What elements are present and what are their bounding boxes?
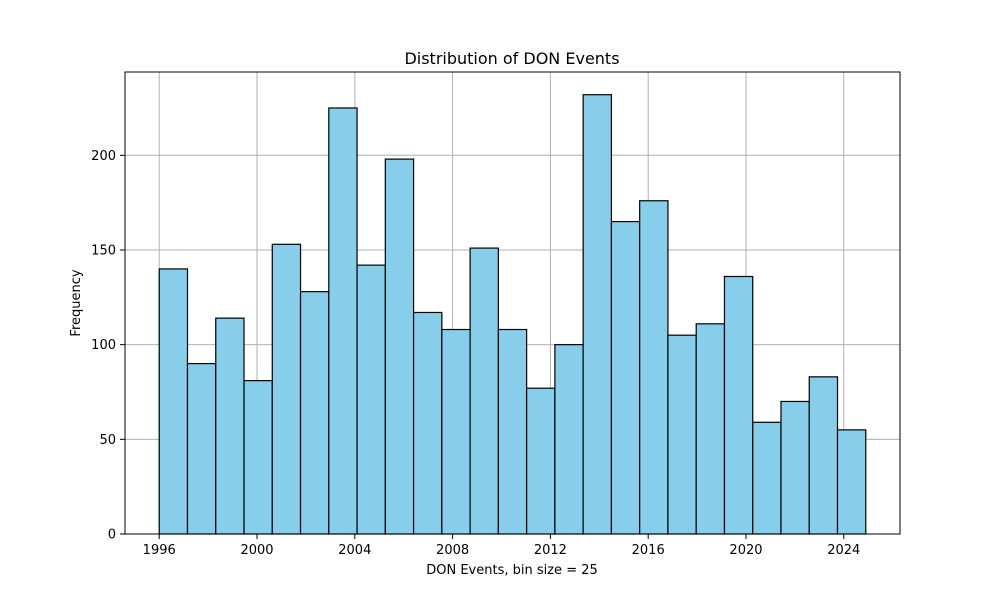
x-axis-label: DON Events, bin size = 25 [426,563,598,578]
y-axis-label: Frequency [69,269,84,336]
histogram-bar [695,323,726,535]
histogram-bar [780,400,810,535]
histogram-bar [186,362,217,535]
histogram-bar [836,429,867,535]
x-tick-label: 2024 [827,543,860,558]
x-tick-label: 2016 [632,543,665,558]
y-axis-ticks: 0 50 100 150 200 [91,149,125,543]
x-tick-label: 2012 [534,543,567,558]
y-tick-label: 200 [91,149,116,164]
x-tick-label: 2008 [436,543,469,558]
plot-frame [124,71,901,535]
y-tick-label: 100 [91,338,116,353]
x-tick-label: 1996 [143,543,176,558]
histogram-bar [356,264,386,535]
y-tick-label: 0 [108,528,116,543]
histogram-bar [808,376,839,535]
histogram-bar [271,243,302,535]
histogram-bar [412,311,443,535]
x-tick-label: 2004 [338,543,371,558]
histogram-bar [554,344,584,535]
histogram-bar [384,158,415,535]
histogram-bar [582,94,613,535]
chart-title: Distribution of DON Events [404,49,619,68]
histogram-bar [526,387,556,535]
y-tick-label: 50 [99,433,116,448]
histogram-bar [752,421,782,535]
histogram-bar [723,275,754,535]
histogram-bar [328,107,358,535]
histogram-bar [667,334,697,535]
histogram-bar [158,268,189,535]
histogram-bar [469,247,499,535]
histogram-bar [610,220,641,535]
bars [158,94,867,535]
x-tick-label: 2000 [240,543,273,558]
histogram-bar [441,328,471,535]
histogram-bar [497,328,528,535]
y-tick-label: 150 [91,243,116,258]
histogram-bar [215,317,245,535]
histogram-bar [299,291,330,535]
histogram-bar [243,380,273,535]
x-tick-label: 2020 [729,543,762,558]
histogram-bar [639,200,669,535]
x-axis-ticks: 1996 2000 2004 2008 2012 2016 2020 2024 [143,534,860,558]
